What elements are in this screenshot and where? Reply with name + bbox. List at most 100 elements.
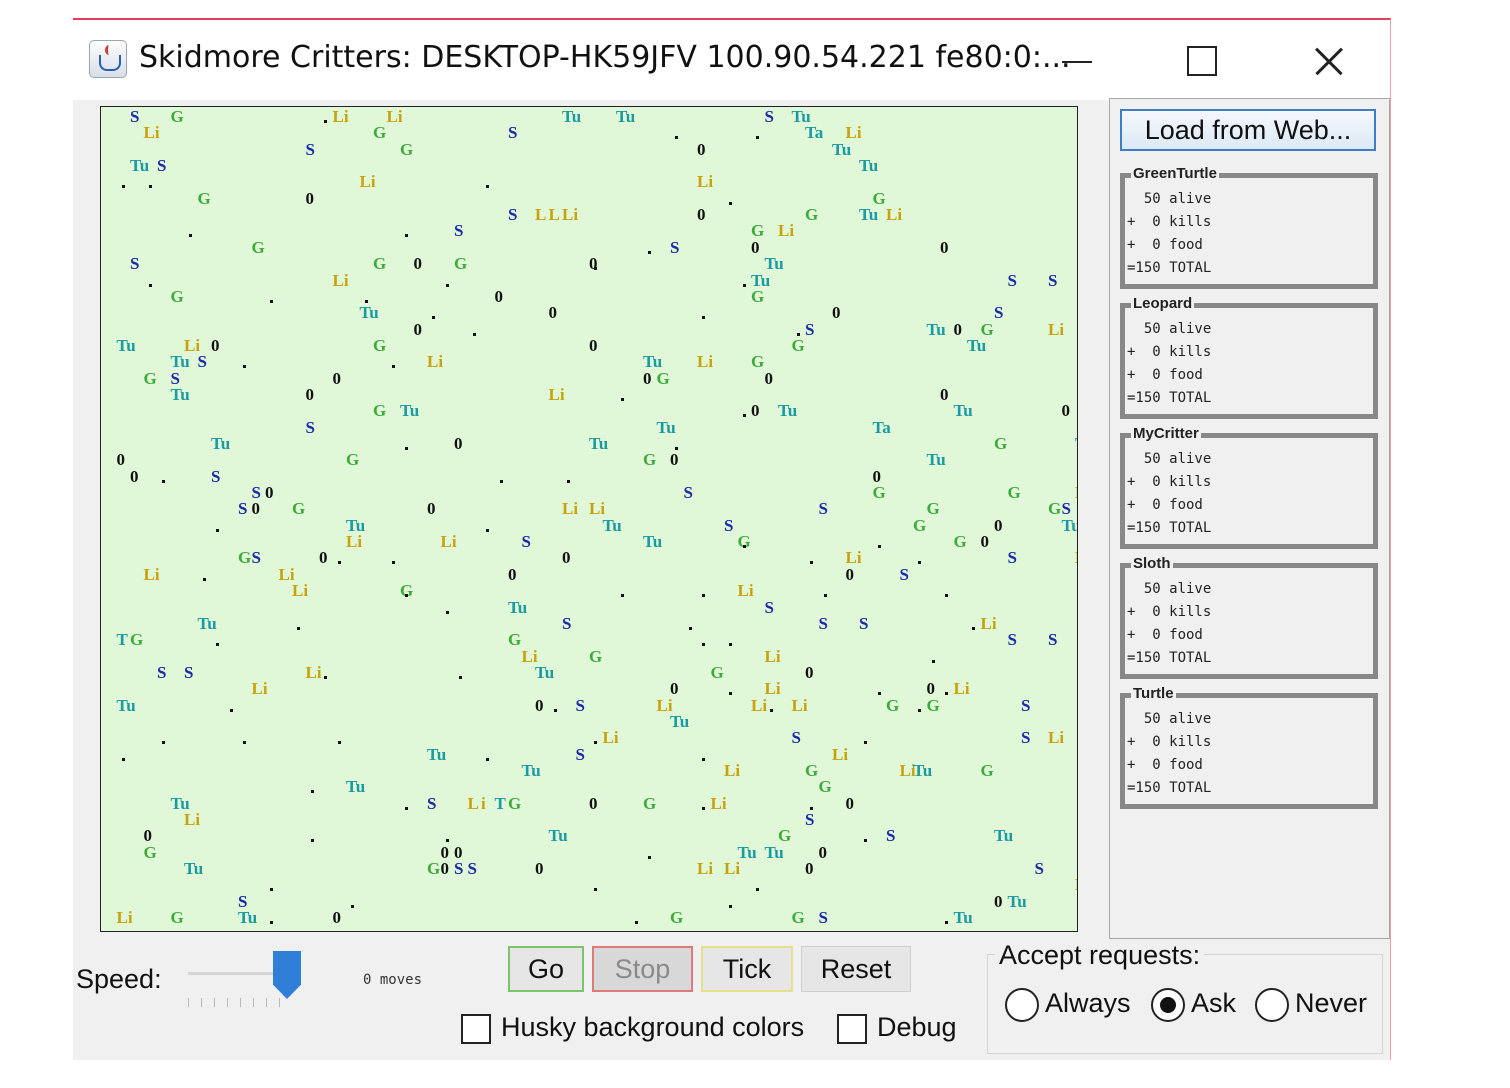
critter: Li [427, 352, 444, 372]
debug-label: Debug [877, 1012, 957, 1042]
critter: G [872, 188, 886, 208]
food-dot [486, 757, 489, 761]
title-bar[interactable]: Skidmore Critters: DESKTOP-HK59JFV 100.9… [73, 20, 1390, 100]
critter: Li [899, 761, 916, 780]
critter: S [454, 859, 464, 879]
maximize-icon[interactable] [1183, 42, 1223, 82]
radio-label: Never [1295, 988, 1368, 1018]
go-button[interactable]: Go [508, 946, 584, 992]
critter: G [751, 221, 765, 241]
food-dot [324, 120, 327, 123]
radio-never[interactable]: Never [1255, 986, 1385, 1026]
critter: Li [845, 548, 862, 568]
load-from-web-button[interactable]: Load from Web... [1120, 109, 1376, 151]
critter: L [548, 205, 560, 225]
critter: 0 [589, 335, 598, 355]
critter: S [899, 564, 909, 584]
food-dot [742, 545, 746, 549]
critter: Li [184, 335, 201, 355]
critter: Li [143, 564, 160, 584]
critter: 0 [764, 368, 774, 388]
critter: Tu [926, 450, 946, 470]
critter: S [575, 744, 585, 764]
food-dot [121, 757, 125, 761]
critter: Tu [953, 908, 973, 928]
speed-slider[interactable] [188, 948, 308, 1012]
radio-circle[interactable] [1255, 988, 1289, 1022]
reset-button[interactable]: Reset [801, 946, 911, 992]
tick-button[interactable]: Tick [701, 946, 793, 992]
critter: S [764, 107, 774, 126]
critter: Li [346, 532, 363, 552]
critter: 0 [494, 286, 504, 306]
critter: Li [1048, 728, 1065, 748]
checkbox-box[interactable] [837, 1014, 867, 1044]
critter: S [238, 891, 248, 911]
food-dot [648, 855, 651, 859]
critter: Tu [616, 107, 636, 126]
slider-thumb[interactable] [273, 951, 301, 999]
critter: S [805, 319, 815, 339]
food-dot [499, 479, 503, 483]
critter: Tu [859, 156, 879, 176]
radio-circle[interactable] [1005, 988, 1039, 1022]
debug-checkbox[interactable]: Debug [837, 1012, 967, 1050]
critter: 0 [535, 695, 544, 715]
critter: Tu [116, 335, 136, 355]
food-dot [931, 659, 935, 663]
critter: Tu [751, 270, 771, 290]
minimize-icon[interactable] [1058, 42, 1098, 82]
critter: Li [386, 107, 403, 126]
critter: Ta [805, 123, 824, 143]
critter: 0 [427, 499, 436, 519]
food-dot [121, 185, 125, 189]
critter: G [346, 450, 360, 470]
app-window: Skidmore Critters: DESKTOP-HK59JFV 100.9… [73, 18, 1391, 1060]
critter: S [157, 156, 167, 176]
critter: S [724, 515, 734, 535]
critter: G [980, 761, 994, 780]
critter: S [1021, 695, 1031, 715]
critter: Li [764, 679, 781, 699]
radio-ask[interactable]: Ask [1151, 986, 1251, 1026]
radio-circle[interactable] [1151, 988, 1185, 1022]
critter: T [1075, 435, 1077, 452]
critter: Li [791, 695, 808, 715]
critter: G [400, 581, 414, 601]
food-dot [729, 692, 732, 696]
radio-always[interactable]: Always [1005, 986, 1145, 1026]
critter: S [1034, 859, 1044, 879]
food-dot [918, 561, 921, 565]
stop-button[interactable]: Stop [592, 946, 693, 992]
critter: Li [548, 384, 565, 404]
critter: G [710, 662, 724, 682]
critter: Li [886, 205, 903, 225]
critter: 0 [332, 908, 342, 928]
critter: S [427, 793, 437, 813]
radio-label: Always [1045, 988, 1131, 1018]
critter: Tu [211, 434, 231, 453]
husky-colors-checkbox[interactable]: Husky background colors [461, 1012, 831, 1050]
species-kills: + 0 kills [1127, 604, 1212, 620]
java-cup-icon [89, 40, 127, 78]
close-icon[interactable] [1309, 42, 1349, 82]
critter: Tu [562, 107, 582, 126]
critter: Tu [1061, 515, 1078, 535]
checkbox-box[interactable] [461, 1014, 491, 1044]
species-name: Leopard [1131, 295, 1195, 312]
critter: S [211, 466, 221, 486]
critter: 0 [562, 548, 571, 568]
food-dot [945, 594, 948, 598]
critter: S [1048, 270, 1058, 290]
species-total: =150 TOTAL [1127, 260, 1212, 276]
critter: Li [953, 679, 970, 699]
critter: G [643, 793, 657, 813]
critter: 0 [994, 515, 1003, 535]
critter: G [170, 908, 184, 928]
critter: S [184, 662, 194, 682]
critter: 0 [845, 793, 855, 813]
species-alive: 50 alive [1127, 321, 1212, 337]
critter: Tu [589, 434, 609, 453]
critter: 0 [413, 254, 423, 274]
food-dot [594, 741, 597, 745]
